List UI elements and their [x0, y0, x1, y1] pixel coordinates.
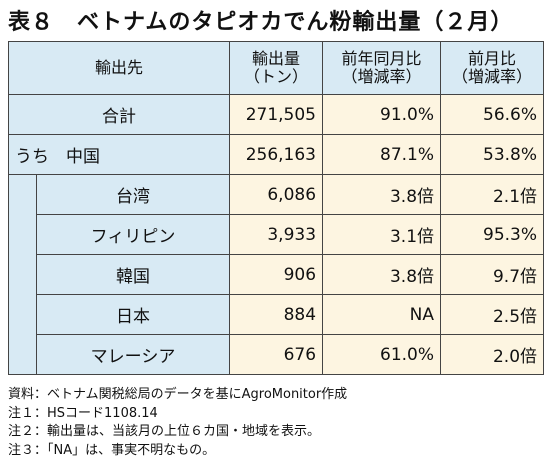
indent-cell	[8, 254, 37, 295]
volume-cell: 256,163	[229, 134, 324, 175]
export-volume-table: 輸出先 輸出量 （トン） 前年同月比 （増減率） 前月比 （増減率） 合計 27…	[7, 41, 545, 375]
source-note: 資料：ベトナム関税総局のデータを基にAgroMonitor作成	[8, 387, 348, 402]
mom-cell: 56.6%	[440, 94, 545, 135]
header-volume: 輸出量 （トン）	[229, 41, 324, 95]
country-cell: 韓国	[35, 254, 231, 295]
header-mom: 前月比 （増減率）	[440, 41, 545, 95]
country-cell: フィリピン	[35, 214, 231, 255]
indent-cell	[8, 214, 37, 255]
footnotes: 資料：ベトナム関税総局のデータを基にAgroMonitor作成 注１：HSコード…	[8, 386, 347, 460]
mom-cell: 2.1倍	[440, 174, 545, 215]
mom-cell: 53.8%	[440, 134, 545, 175]
yoy-cell: 87.1%	[322, 134, 442, 175]
table-row-taiwan: 台湾 6,086 3.8倍 2.1倍	[8, 174, 545, 215]
header-row: 輸出先 輸出量 （トン） 前年同月比 （増減率） 前月比 （増減率）	[7, 41, 545, 95]
table-title: 表８ ベトナムのタピオカでん粉輸出量（２月）	[8, 10, 514, 35]
country-cell: 台湾	[35, 174, 231, 215]
header-destination: 輸出先	[7, 41, 231, 95]
table-row-korea: 韓国 906 3.8倍 9.7倍	[8, 254, 545, 295]
country-cell: うち 中国	[7, 134, 231, 175]
table-row-japan: 日本 884 NA 2.5倍	[8, 294, 545, 335]
note-2: 注２：輸出量は、当該月の上位６カ国・地域を表示。	[8, 424, 321, 439]
table-row-philippines: フィリピン 3,933 3.1倍 95.3%	[8, 214, 545, 255]
mom-cell: 95.3%	[440, 214, 545, 255]
volume-cell: 3,933	[229, 214, 324, 255]
volume-cell: 676	[229, 334, 324, 375]
volume-cell: 6,086	[229, 174, 324, 215]
header-yoy: 前年同月比 （増減率）	[322, 41, 442, 95]
yoy-cell: 3.8倍	[322, 174, 442, 215]
indent-cell	[8, 334, 37, 375]
mom-cell: 2.0倍	[440, 334, 545, 375]
yoy-cell: 91.0%	[322, 94, 442, 135]
volume-cell: 271,505	[229, 94, 324, 135]
country-cell: マレーシア	[35, 334, 231, 375]
note-1: 注１：HSコード1108.14	[8, 405, 158, 421]
yoy-cell: 61.0%	[322, 334, 442, 375]
table-row-malaysia: マレーシア 676 61.0% 2.0倍	[8, 334, 545, 375]
country-cell: 合計	[7, 94, 231, 135]
volume-cell: 884	[229, 294, 324, 335]
mom-cell: 9.7倍	[440, 254, 545, 295]
country-cell: 日本	[35, 294, 231, 335]
volume-cell: 906	[229, 254, 324, 295]
table-row-china: うち 中国 256,163 87.1% 53.8%	[7, 134, 545, 175]
indent-cell	[8, 294, 37, 335]
yoy-cell: 3.1倍	[322, 214, 442, 255]
note-3: 注３：「NA」は、事実不明なもの。	[8, 442, 216, 458]
yoy-cell: 3.8倍	[322, 254, 442, 295]
table-row-total: 合計 271,505 91.0% 56.6%	[7, 94, 545, 135]
yoy-cell: NA	[322, 294, 442, 335]
indent-cell	[8, 174, 37, 215]
mom-cell: 2.5倍	[440, 294, 545, 335]
